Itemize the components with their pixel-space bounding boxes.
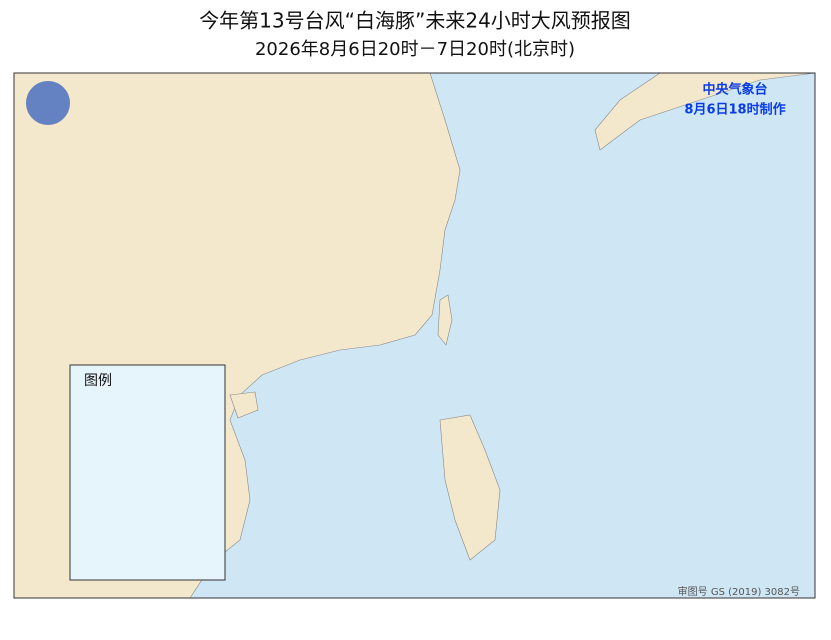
legend-title: 图例	[84, 373, 112, 389]
agency: 中央气象台	[702, 82, 767, 98]
hainan	[229, 391, 259, 419]
taiwan	[437, 294, 453, 346]
subtitle: 2026年8月6日20时－7日20时(北京时)	[255, 39, 575, 60]
approval: 审图号 GS (2019) 3082号	[678, 585, 800, 598]
logo	[26, 81, 70, 125]
map-frame	[13, 72, 816, 599]
japan	[594, 73, 815, 151]
philippines	[439, 414, 501, 561]
legend: 图例	[69, 364, 226, 581]
issued: 8月6日18时制作	[684, 102, 785, 118]
legend-box	[69, 364, 226, 581]
title: 今年第13号台风“白海豚”未来24小时大风预报图	[199, 9, 631, 33]
